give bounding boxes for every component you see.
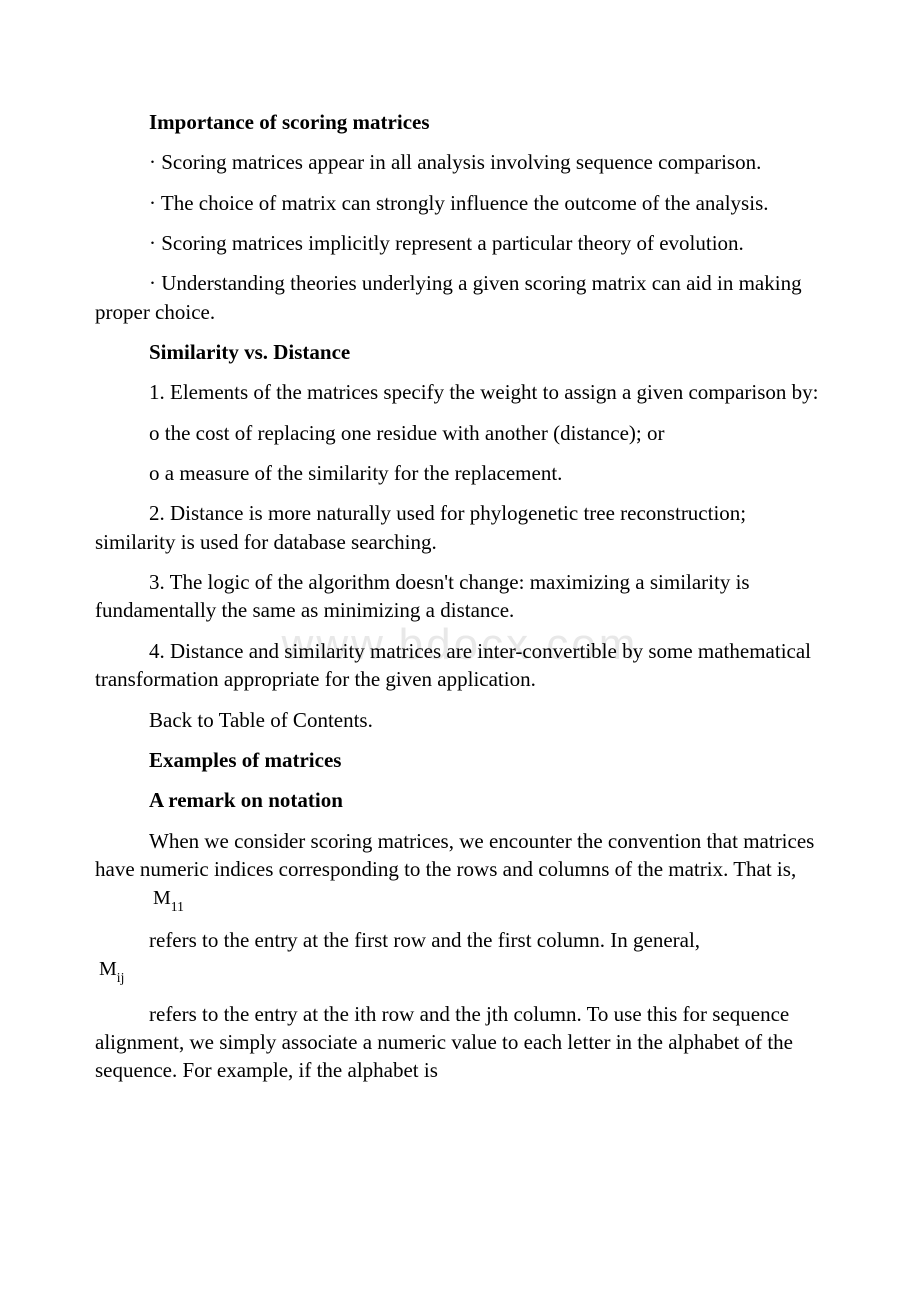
numbered-1: 1. Elements of the matrices specify the … [95, 378, 825, 406]
bullet-1: · Scoring matrices appear in all analysi… [95, 148, 825, 176]
numbered-4-text: 4. Distance and similarity matrices are … [95, 637, 825, 694]
numbered-2: 2. Distance is more naturally used for p… [95, 499, 825, 556]
notation-m11-base: M [153, 887, 171, 909]
remark-para-2: refers to the entry at the first row and… [95, 926, 825, 988]
section-heading-similarity: Similarity vs. Distance [149, 338, 825, 366]
numbered-3-text: 3. The logic of the algorithm doesn't ch… [95, 568, 825, 625]
bullet-1-text: · Scoring matrices appear in all analysi… [95, 148, 825, 176]
remark-para-3: refers to the entry at the ith row and t… [95, 1000, 825, 1085]
section-heading-examples: Examples of matrices [149, 746, 825, 774]
document-body: Importance of scoring matrices · Scoring… [95, 108, 825, 1085]
notation-mij-base: M [99, 958, 117, 980]
numbered-1-text: 1. Elements of the matrices specify the … [95, 378, 825, 406]
remark-para-1-prefix: When we consider scoring matrices, we en… [95, 829, 814, 881]
bullet-3: · Scoring matrices implicitly represent … [95, 229, 825, 257]
bullet-4: · Understanding theories underlying a gi… [95, 269, 825, 326]
remark-para-1: When we consider scoring matrices, we en… [95, 827, 825, 915]
bullet-2: · The choice of matrix can strongly infl… [95, 189, 825, 217]
back-to-toc: Back to Table of Contents. [95, 706, 825, 734]
numbered-4: 4. Distance and similarity matrices are … [95, 637, 825, 694]
numbered-2-text: 2. Distance is more naturally used for p… [95, 499, 825, 556]
bullet-2-text: · The choice of matrix can strongly infl… [95, 189, 825, 217]
section-heading-importance: Importance of scoring matrices [149, 108, 825, 136]
notation-mij-sub: ij [117, 970, 125, 985]
notation-m11: M11 [95, 885, 188, 914]
option-distance: o the cost of replacing one residue with… [95, 419, 825, 447]
bullet-3-text: · Scoring matrices implicitly represent … [95, 229, 825, 257]
bullet-4-text: · Understanding theories underlying a gi… [95, 269, 825, 326]
remark-para-3-text: refers to the entry at the ith row and t… [95, 1000, 825, 1085]
notation-mij: Mij [95, 954, 128, 987]
notation-m11-sub: 11 [171, 899, 184, 914]
numbered-3: 3. The logic of the algorithm doesn't ch… [95, 568, 825, 625]
option-similarity: o a measure of the similarity for the re… [95, 459, 825, 487]
remark-para-1-text: When we consider scoring matrices, we en… [95, 827, 825, 915]
section-heading-remark: A remark on notation [149, 786, 825, 814]
remark-para-2-text: refers to the entry at the first row and… [95, 926, 825, 954]
